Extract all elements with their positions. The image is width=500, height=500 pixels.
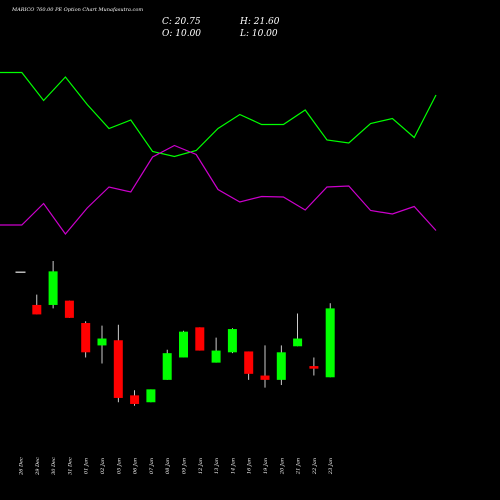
overlay-line-2 — [0, 144, 437, 235]
x-tick-label: 26 Dec — [19, 457, 25, 476]
overlay-line-1 — [0, 71, 437, 158]
candle-body — [162, 353, 172, 380]
candle — [260, 345, 270, 388]
candle — [162, 349, 172, 380]
candle-body — [276, 352, 286, 380]
x-tick-label: 21 Jan — [296, 458, 302, 475]
candle — [227, 328, 237, 354]
close-label: C: 20.75 — [162, 17, 201, 27]
x-tick-labels: 26 Dec 29 Dec 30 Dec 31 Dec 01 Jan 02 Jan 05 J… — [19, 457, 335, 476]
x-tick-label: 20 Jan — [279, 458, 285, 475]
x-tick-label: 06 Jan — [133, 458, 139, 474]
candle — [146, 389, 156, 403]
candle — [244, 351, 254, 380]
x-tick-label: 16 Jan — [247, 458, 253, 474]
x-tick-label: 22 Jan — [312, 458, 318, 475]
candle — [97, 325, 107, 364]
candle-body — [64, 300, 74, 318]
x-tick-label: 29 Dec — [35, 457, 41, 476]
candle-body — [260, 375, 270, 380]
x-tick-label: 30 Dec — [51, 457, 57, 475]
x-tick-label: 23 Jan — [328, 458, 334, 475]
x-tick-label: 01 Jan — [84, 458, 90, 474]
x-tick-label: 07 Jan — [149, 458, 155, 474]
high-label: H: 21.60 — [239, 17, 280, 27]
candle-body — [179, 331, 188, 358]
candle — [48, 261, 58, 309]
candle — [81, 321, 91, 358]
candle-body — [113, 340, 123, 398]
candle-body — [309, 366, 319, 369]
candle-body — [244, 351, 254, 374]
candle-body — [146, 389, 156, 403]
candle-body — [32, 304, 42, 315]
candle-body — [227, 329, 237, 353]
candle-body — [81, 323, 91, 353]
low-label: L: 10.00 — [239, 29, 278, 39]
candle-body — [293, 338, 303, 347]
candle — [195, 327, 205, 351]
candle-body — [130, 395, 140, 404]
candle — [179, 330, 188, 358]
chart-title: MARICO 760.00 PE Option Chart Munafasutr… — [11, 7, 143, 13]
x-tick-label: 02 Jan — [100, 458, 106, 474]
x-tick-label: 05 Jan — [116, 458, 122, 474]
overlay-lines — [0, 71, 437, 235]
candles — [15, 261, 335, 406]
candle — [276, 345, 286, 386]
candle — [309, 357, 319, 376]
x-tick-label: 09 Jan — [182, 458, 188, 474]
candle — [325, 303, 335, 378]
x-tick-label: 13 Jan — [214, 458, 220, 474]
x-tick-label: 14 Jan — [230, 458, 236, 474]
candle-body — [195, 327, 205, 351]
candle — [64, 300, 74, 318]
candle — [293, 313, 303, 347]
open-label: O: 10.00 — [162, 29, 201, 39]
x-tick-label: 12 Jan — [198, 458, 204, 474]
candle — [32, 294, 42, 315]
x-tick-label: 19 Jan — [263, 458, 269, 474]
x-tick-label: 08 Jan — [165, 458, 171, 474]
candle — [113, 324, 123, 403]
candle — [130, 390, 140, 406]
candle-body — [48, 271, 58, 305]
x-tick-label: 31 Dec — [67, 457, 73, 475]
candle-body — [97, 338, 107, 346]
candle-body — [211, 350, 221, 363]
candle-body — [325, 308, 335, 378]
candle — [211, 337, 221, 363]
